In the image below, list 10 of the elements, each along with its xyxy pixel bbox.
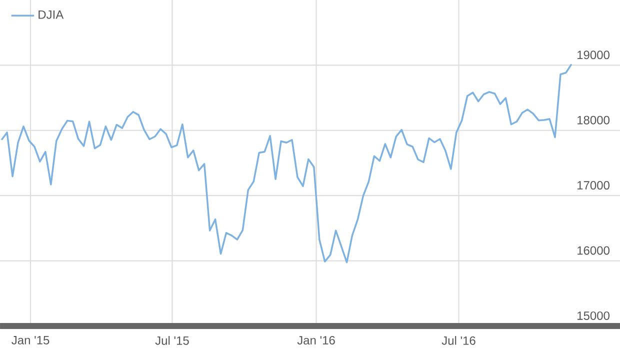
- x-tick-label: Jul '15: [155, 336, 189, 345]
- x-tick-label: Jan '15: [12, 336, 50, 344]
- legend-label: DJIA: [38, 10, 64, 19]
- x-tick-label: Jan '16: [297, 336, 335, 345]
- y-tick-label: 17000: [578, 181, 610, 190]
- y-tick-label: 18000: [578, 116, 610, 124]
- x-tick-label: Jul '16: [442, 336, 476, 345]
- y-tick-label: 15000: [578, 311, 610, 320]
- y-tick-label: 16000: [578, 246, 610, 255]
- y-tick-label: 19000: [578, 50, 610, 60]
